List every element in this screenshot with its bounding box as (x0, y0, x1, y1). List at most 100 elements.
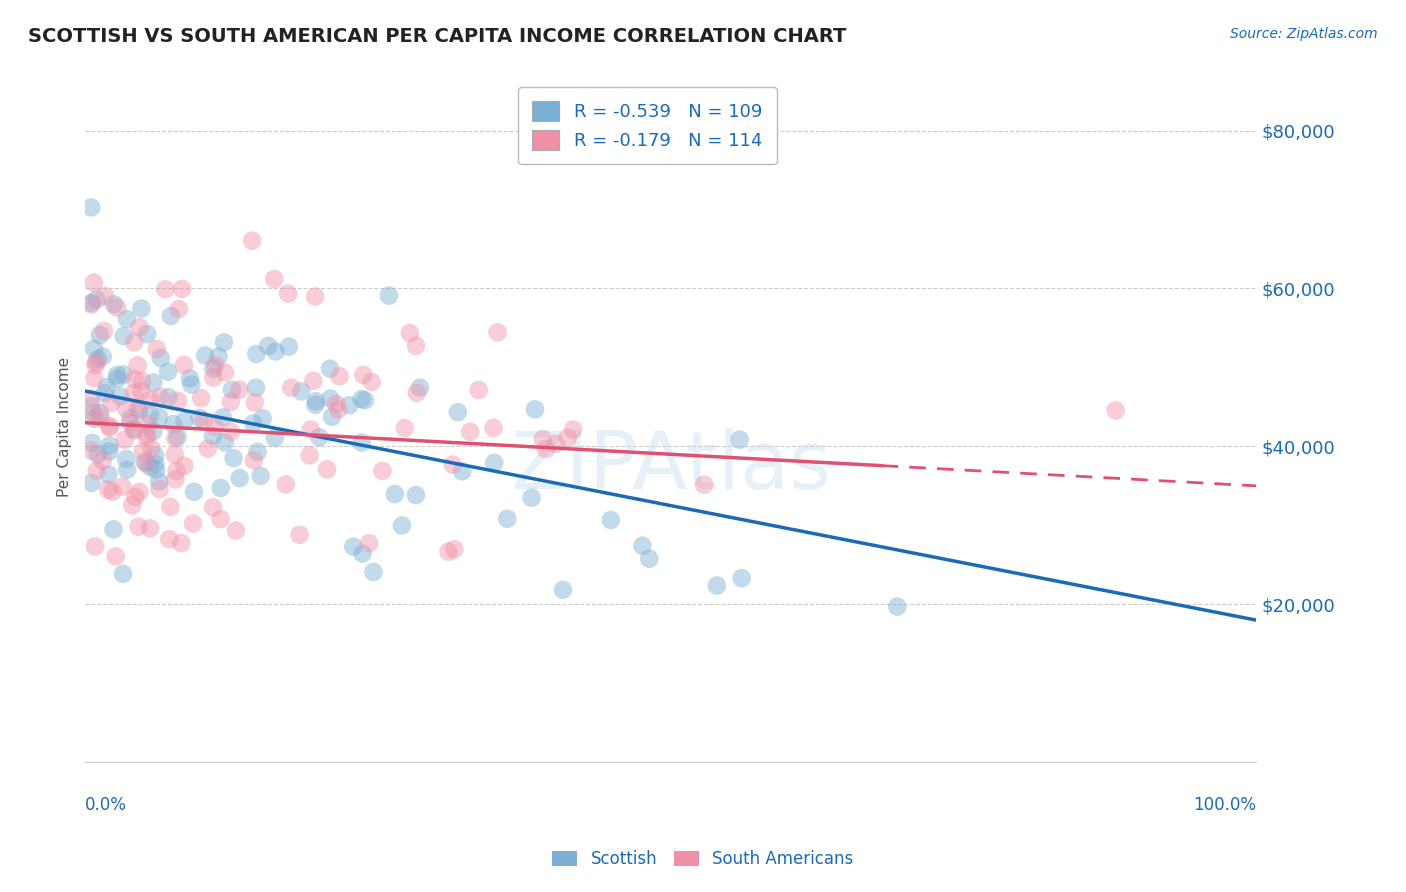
Point (132, 444, 155, 458)
Point (89, 410, 111, 425)
Point (143, 457, 166, 471)
Point (225, 524, 247, 538)
Point (179, 371, 201, 385)
Point (159, 500, 181, 514)
Point (321, 409, 343, 424)
Point (209, 481, 232, 495)
Point (105, 368, 128, 382)
Point (127, 359, 149, 373)
Point (274, 477, 297, 491)
Point (520, 491, 543, 505)
Point (83, 342, 105, 356)
Point (409, 381, 432, 395)
Point (97, 467, 120, 482)
Point (264, 344, 287, 359)
Point (443, 542, 465, 557)
Point (80, 435, 103, 450)
Text: 0.0%: 0.0% (86, 796, 128, 814)
Point (101, 484, 124, 499)
Point (245, 347, 267, 361)
Legend: R = -0.539   N = 109, R = -0.179   N = 114: R = -0.539 N = 109, R = -0.179 N = 114 (517, 87, 776, 164)
Point (112, 368, 135, 382)
Point (212, 410, 235, 425)
Point (482, 421, 505, 435)
Point (359, 536, 381, 550)
Point (111, 480, 134, 494)
Point (451, 464, 474, 478)
Point (120, 411, 142, 425)
Point (87, 352, 110, 367)
Point (149, 390, 172, 404)
Point (111, 566, 134, 581)
Point (139, 521, 162, 535)
Point (115, 401, 138, 416)
Point (167, 302, 190, 317)
Point (693, 477, 716, 491)
Point (398, 326, 420, 340)
Point (157, 365, 180, 379)
Point (146, 342, 169, 356)
Point (157, 390, 180, 404)
Point (98, 419, 121, 434)
Point (149, 351, 172, 365)
Point (405, 339, 427, 353)
Point (173, 414, 195, 428)
Point (631, 539, 654, 553)
Point (103, 523, 125, 537)
Point (143, 449, 166, 463)
Point (524, 402, 547, 417)
Point (243, 395, 266, 409)
Point (219, 425, 242, 439)
Point (124, 422, 146, 436)
Point (551, 582, 574, 597)
Point (319, 361, 342, 376)
Point (202, 500, 225, 515)
Point (86, 447, 108, 461)
Point (86, 293, 108, 307)
Point (135, 426, 157, 441)
Point (264, 431, 287, 445)
Point (110, 389, 132, 403)
Point (96, 380, 118, 394)
Point (84, 540, 107, 554)
Point (638, 551, 661, 566)
Point (135, 456, 157, 470)
Point (350, 435, 373, 450)
Point (124, 372, 146, 386)
Point (263, 272, 285, 286)
Point (183, 484, 205, 499)
Point (170, 282, 193, 296)
Point (180, 377, 202, 392)
Point (243, 453, 266, 467)
Point (288, 528, 311, 542)
Point (104, 549, 127, 564)
Point (441, 458, 464, 472)
Point (394, 421, 416, 435)
Point (207, 350, 229, 364)
Point (222, 451, 245, 466)
Point (162, 417, 184, 431)
Point (128, 519, 150, 533)
Point (242, 417, 264, 431)
Point (103, 297, 125, 311)
Point (128, 320, 150, 334)
Point (128, 403, 150, 417)
Point (277, 340, 299, 354)
Point (166, 464, 188, 478)
Point (98, 444, 121, 458)
Point (115, 452, 138, 467)
Point (190, 391, 212, 405)
Point (105, 372, 128, 386)
Point (354, 393, 377, 408)
Point (194, 349, 217, 363)
Point (157, 533, 180, 547)
Point (384, 487, 406, 501)
Point (245, 381, 267, 395)
Point (91, 350, 114, 364)
Point (80, 443, 103, 458)
Point (115, 312, 138, 326)
Point (319, 392, 342, 406)
Text: 100.0%: 100.0% (1194, 796, 1256, 814)
Point (127, 401, 149, 416)
Point (886, 599, 908, 614)
